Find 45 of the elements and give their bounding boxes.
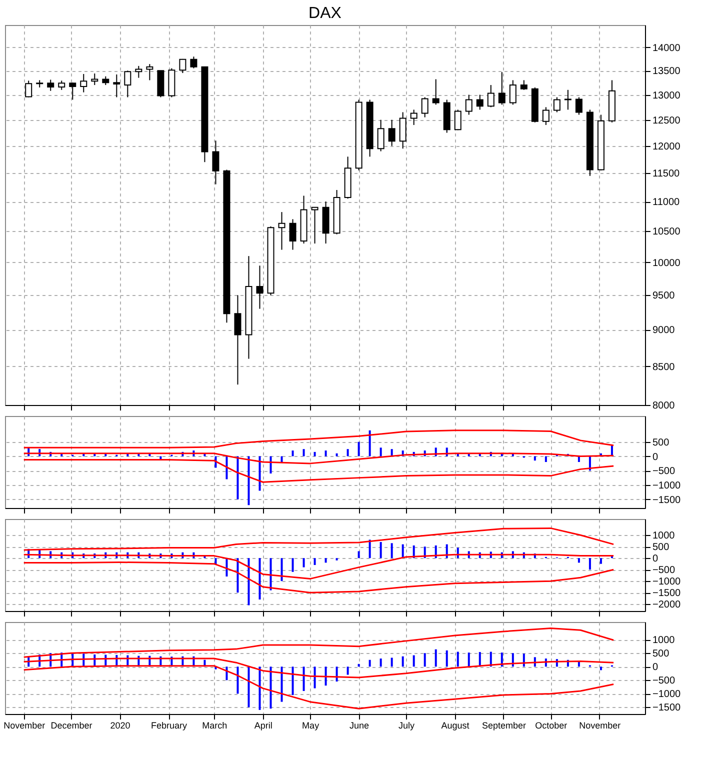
y-tick-label: 13500 [652, 66, 681, 78]
x-tick-label: September [482, 720, 526, 730]
y-tick-label: −500 [652, 565, 676, 576]
y-tick-label: −1000 [652, 576, 682, 588]
x-tick-label: May [302, 720, 320, 730]
chart-title: DAX [308, 5, 342, 22]
y-tick-label: 8500 [652, 362, 676, 373]
y-tick-label: 9500 [652, 290, 676, 302]
y-tick-label: 12500 [652, 115, 681, 126]
y-tick-label: 10000 [652, 258, 681, 269]
x-tick-label: February [151, 720, 188, 730]
y-tick-label: −1000 [652, 689, 682, 700]
y-tick-label: 12000 [652, 141, 681, 152]
y-tick-label: 0 [652, 662, 658, 674]
x-tick-label: June [350, 720, 370, 730]
x-tick-label: August [441, 720, 470, 730]
y-tick-label: 1000 [652, 530, 676, 542]
y-tick-label: 11000 [652, 197, 680, 208]
y-tick-label: −1000 [652, 480, 682, 492]
x-tick-label: November [4, 720, 46, 730]
y-tick-label: −1500 [652, 588, 682, 600]
y-tick-label: 0 [652, 554, 658, 565]
y-tick-label: 8000 [652, 400, 676, 412]
x-tick-label: December [50, 720, 92, 730]
x-tick-label: April [254, 720, 272, 730]
x-tick-label: July [398, 720, 415, 730]
x-tick-label: October [535, 720, 568, 730]
y-tick-label: 11500 [652, 168, 680, 180]
y-tick-label: 0 [652, 452, 658, 463]
y-tick-label: −500 [652, 466, 676, 478]
y-tick-label: −1500 [652, 494, 682, 506]
x-tick-label: 2020 [110, 720, 130, 730]
y-tick-label: 500 [652, 437, 670, 448]
x-tick-label: November [579, 720, 621, 730]
y-tick-label: 9000 [652, 325, 676, 336]
y-tick-label: 13000 [652, 90, 681, 102]
y-tick-label: −1500 [652, 702, 682, 714]
y-tick-label: 10500 [652, 226, 681, 238]
y-tick-label: 500 [652, 648, 670, 660]
y-tick-label: 500 [652, 542, 670, 554]
y-tick-label: −2000 [652, 600, 682, 611]
y-tick-label: −500 [652, 676, 676, 687]
x-tick-label: March [202, 720, 228, 730]
y-tick-label: 1000 [652, 635, 676, 646]
y-tick-label: 14000 [652, 42, 681, 54]
